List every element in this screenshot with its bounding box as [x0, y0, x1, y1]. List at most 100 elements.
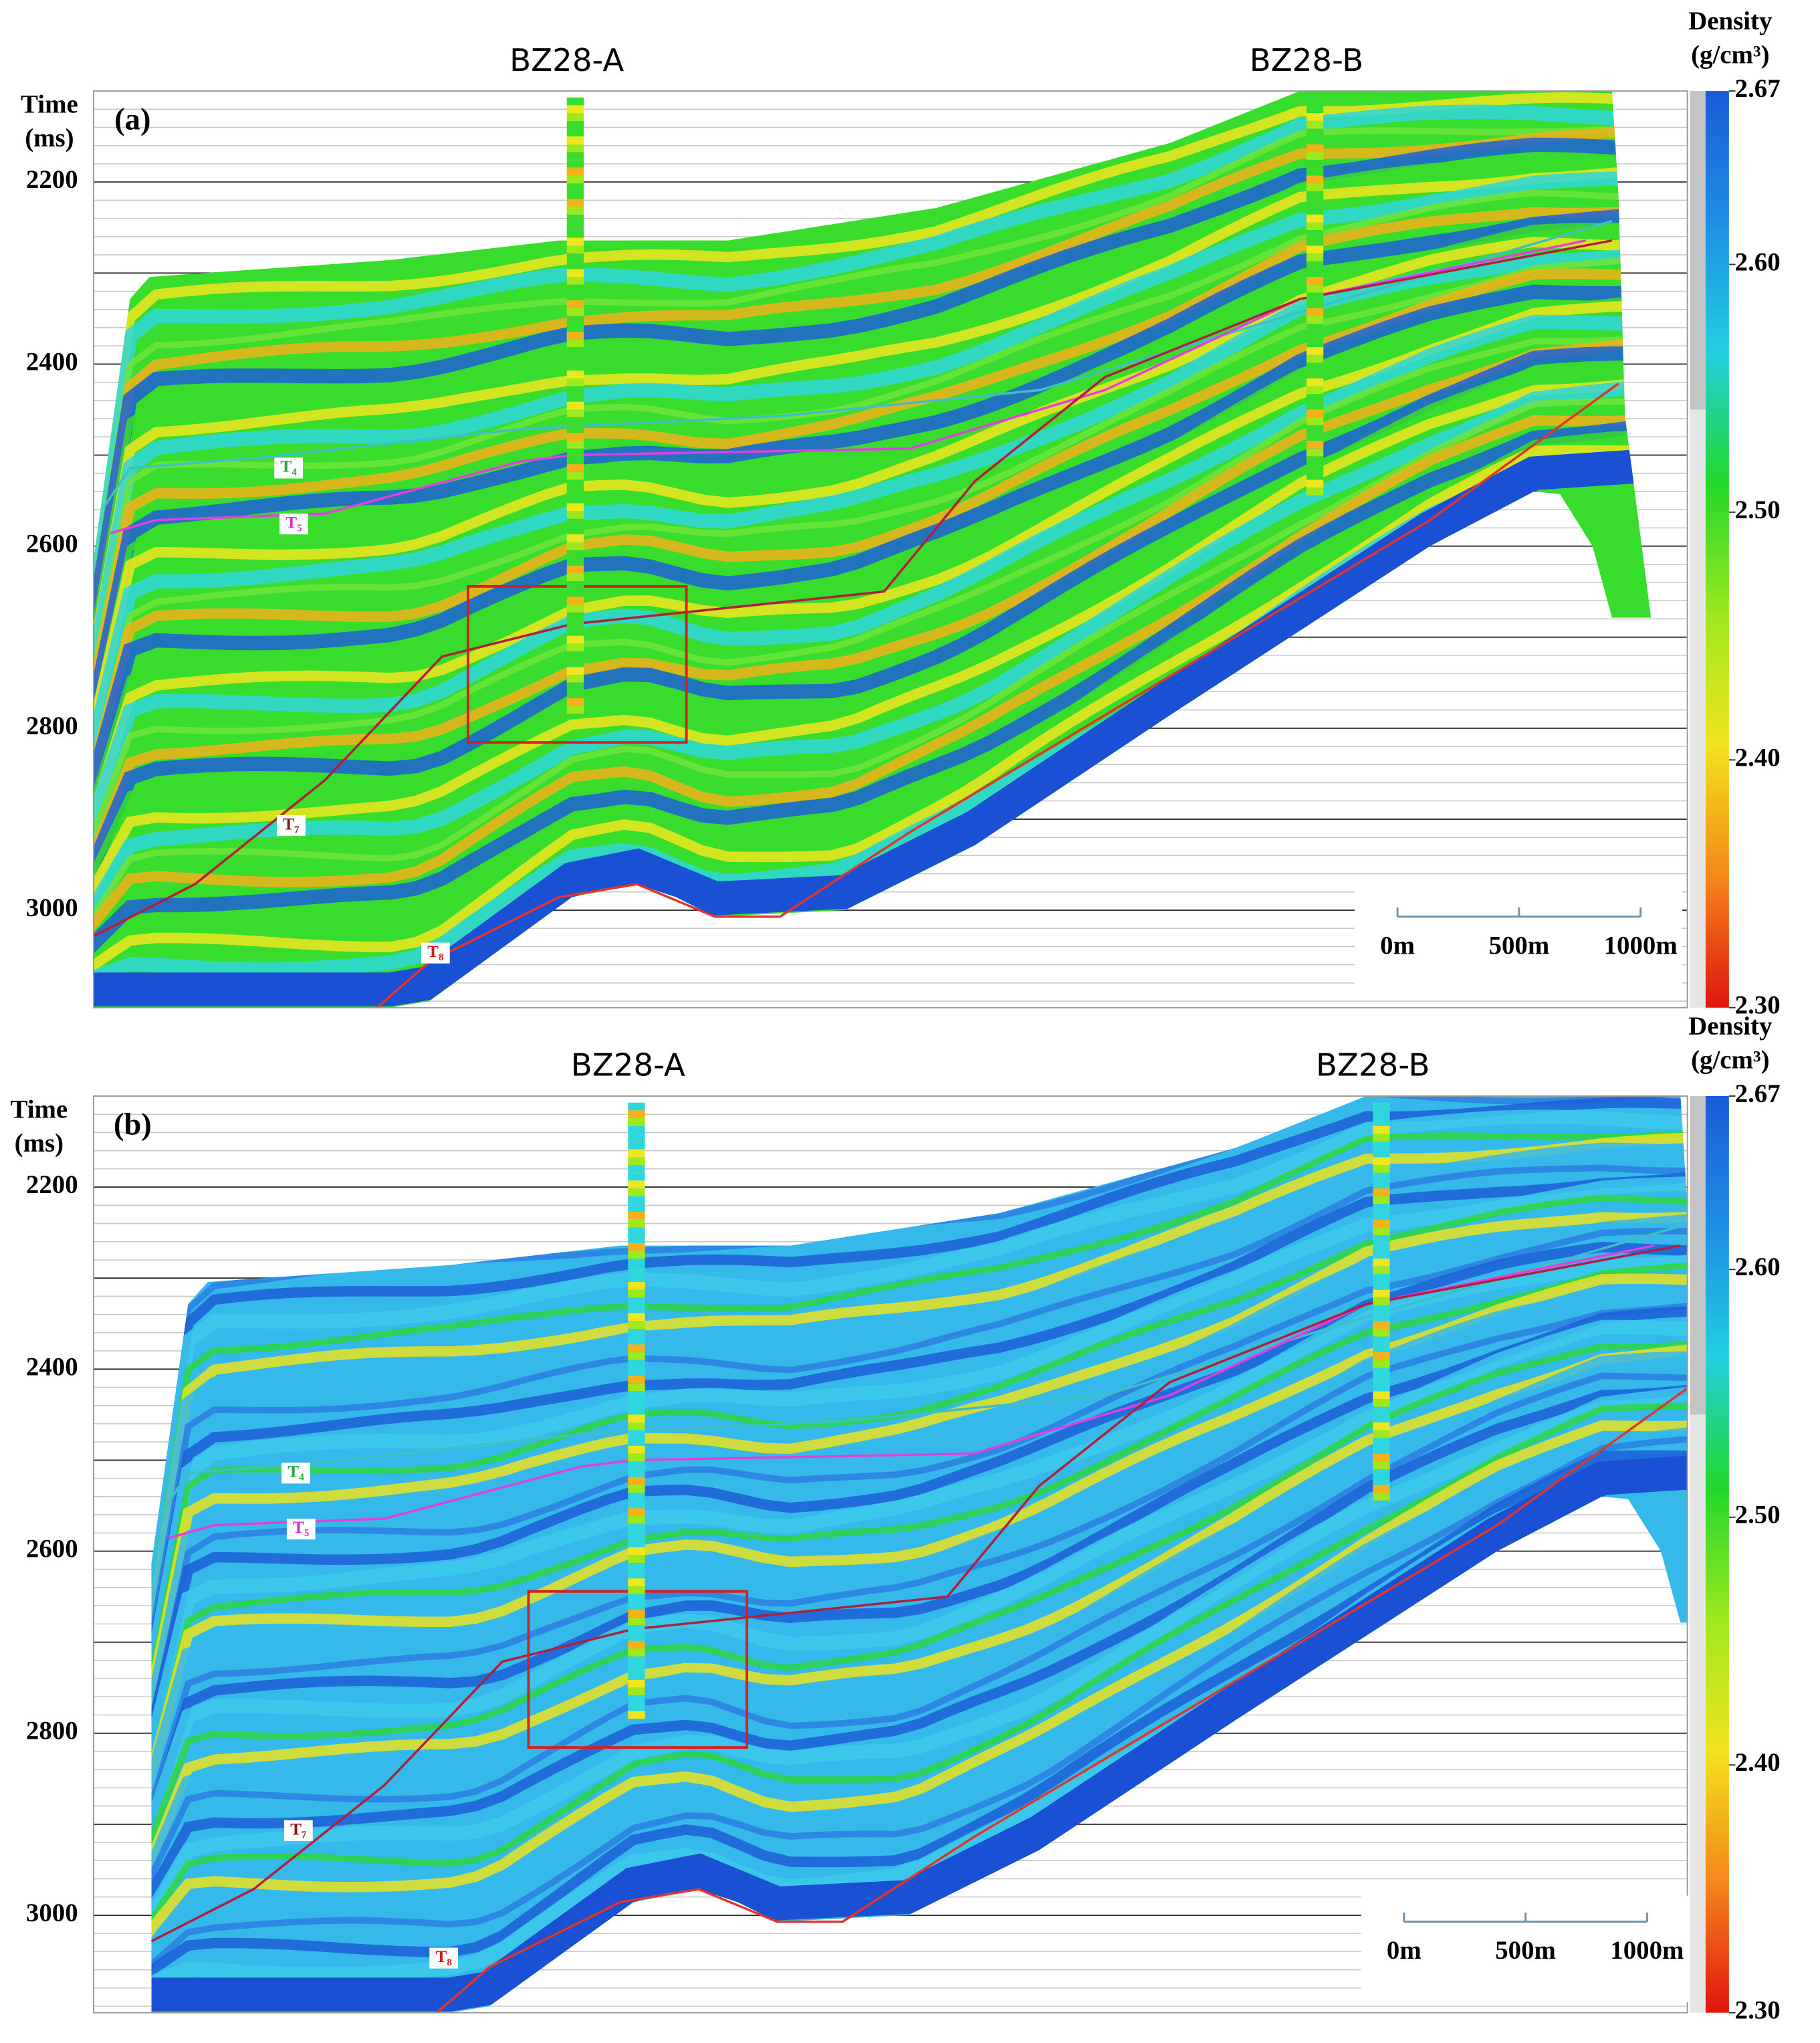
well-log	[566, 534, 584, 542]
well-log	[628, 1336, 645, 1345]
well-log	[628, 1570, 645, 1579]
scale-label: 500m	[1489, 931, 1550, 960]
well-log	[628, 1180, 645, 1189]
well-log	[1306, 214, 1324, 223]
colorbar-title: Density	[1688, 1012, 1773, 1041]
well-log	[628, 1274, 645, 1283]
well-log	[1373, 1266, 1390, 1275]
well-log	[566, 277, 584, 285]
well-log	[1373, 1399, 1390, 1407]
layer	[94, 413, 1652, 964]
well-log	[628, 1430, 645, 1438]
layer	[151, 1287, 1688, 1841]
well-log	[1373, 1149, 1390, 1158]
well-log	[566, 261, 584, 270]
well-log	[566, 324, 584, 332]
well-log	[566, 128, 584, 137]
well-log	[566, 269, 584, 278]
colorbar-tick-label: 2.40	[1735, 1748, 1781, 1777]
well-log	[566, 214, 584, 223]
horizon-label-box	[429, 1947, 459, 1969]
panel-label: (a)	[114, 102, 150, 136]
layer	[151, 1260, 1688, 1830]
y-tick-label: 3000	[26, 893, 78, 922]
well-log	[566, 588, 584, 597]
well-log	[1306, 105, 1324, 114]
horizon-label-box	[281, 1463, 310, 1484]
horizon-line	[103, 219, 1613, 508]
well-log	[628, 1360, 645, 1368]
well-log	[1373, 1336, 1390, 1345]
layer	[94, 367, 1652, 905]
well-log	[566, 651, 584, 659]
well-log	[1306, 471, 1324, 480]
well-log	[628, 1609, 645, 1618]
well-log	[1306, 339, 1324, 348]
well-log	[1306, 425, 1324, 433]
layer	[94, 120, 1652, 701]
well-log	[628, 1383, 645, 1392]
well-log	[1306, 284, 1324, 293]
well-log	[1306, 128, 1324, 137]
well-log	[566, 222, 584, 231]
well-log	[1306, 245, 1324, 254]
horizon-label: T₄	[280, 457, 297, 476]
well-log	[1306, 183, 1324, 191]
layer	[94, 159, 1652, 726]
well-log	[566, 526, 584, 535]
well-log	[566, 581, 584, 589]
colorbar-side-dark	[1690, 91, 1706, 410]
well-log	[628, 1539, 645, 1547]
scale-label: 500m	[1495, 1936, 1556, 1965]
base-band	[151, 1450, 1688, 2012]
colorbar-tick-label: 2.30	[1735, 991, 1781, 1020]
well-log	[628, 1188, 645, 1196]
well-log	[628, 1368, 645, 1376]
well-log	[566, 597, 584, 605]
well-log	[628, 1399, 645, 1407]
horizon-label: T₅	[286, 513, 302, 532]
well-log	[628, 1110, 645, 1119]
layer	[151, 1194, 1688, 1762]
well-log	[566, 136, 584, 144]
well-log	[1373, 1422, 1390, 1430]
well-log	[566, 464, 584, 472]
well-log	[1373, 1368, 1390, 1376]
well-log	[1373, 1297, 1390, 1306]
well-log	[566, 331, 584, 340]
horizon-line	[150, 1244, 1681, 1943]
well-log	[566, 605, 584, 613]
well-log	[628, 1625, 645, 1633]
well-log	[566, 105, 584, 114]
y-tick-label: 2800	[26, 712, 78, 740]
well-log	[628, 1469, 645, 1477]
well-log	[566, 448, 584, 457]
well-log	[628, 1461, 645, 1470]
well-log	[628, 1165, 645, 1173]
well-log	[1373, 1446, 1390, 1454]
well-log	[1373, 1142, 1390, 1150]
layer	[94, 330, 1652, 876]
well-log	[628, 1594, 645, 1602]
well-log	[628, 1243, 645, 1251]
well-log	[1373, 1125, 1390, 1134]
well-log	[628, 1422, 645, 1430]
well-log	[566, 409, 584, 418]
well-log	[628, 1492, 645, 1501]
well-log	[628, 1632, 645, 1641]
layer	[94, 243, 1652, 810]
well-log	[628, 1679, 645, 1688]
layer	[151, 1403, 1688, 1946]
well-log	[628, 1376, 645, 1384]
well-log	[1373, 1118, 1390, 1126]
y-label: Time	[11, 1095, 68, 1123]
colorbar-tick-label: 2.60	[1735, 247, 1781, 276]
well-log	[1306, 97, 1324, 106]
well-log	[1306, 136, 1324, 144]
well-log	[566, 550, 584, 558]
well-log	[628, 1305, 645, 1313]
well-log	[1373, 1289, 1390, 1298]
well-log	[628, 1406, 645, 1415]
y-tick-label: 2800	[26, 1717, 78, 1745]
well-log	[628, 1102, 645, 1111]
